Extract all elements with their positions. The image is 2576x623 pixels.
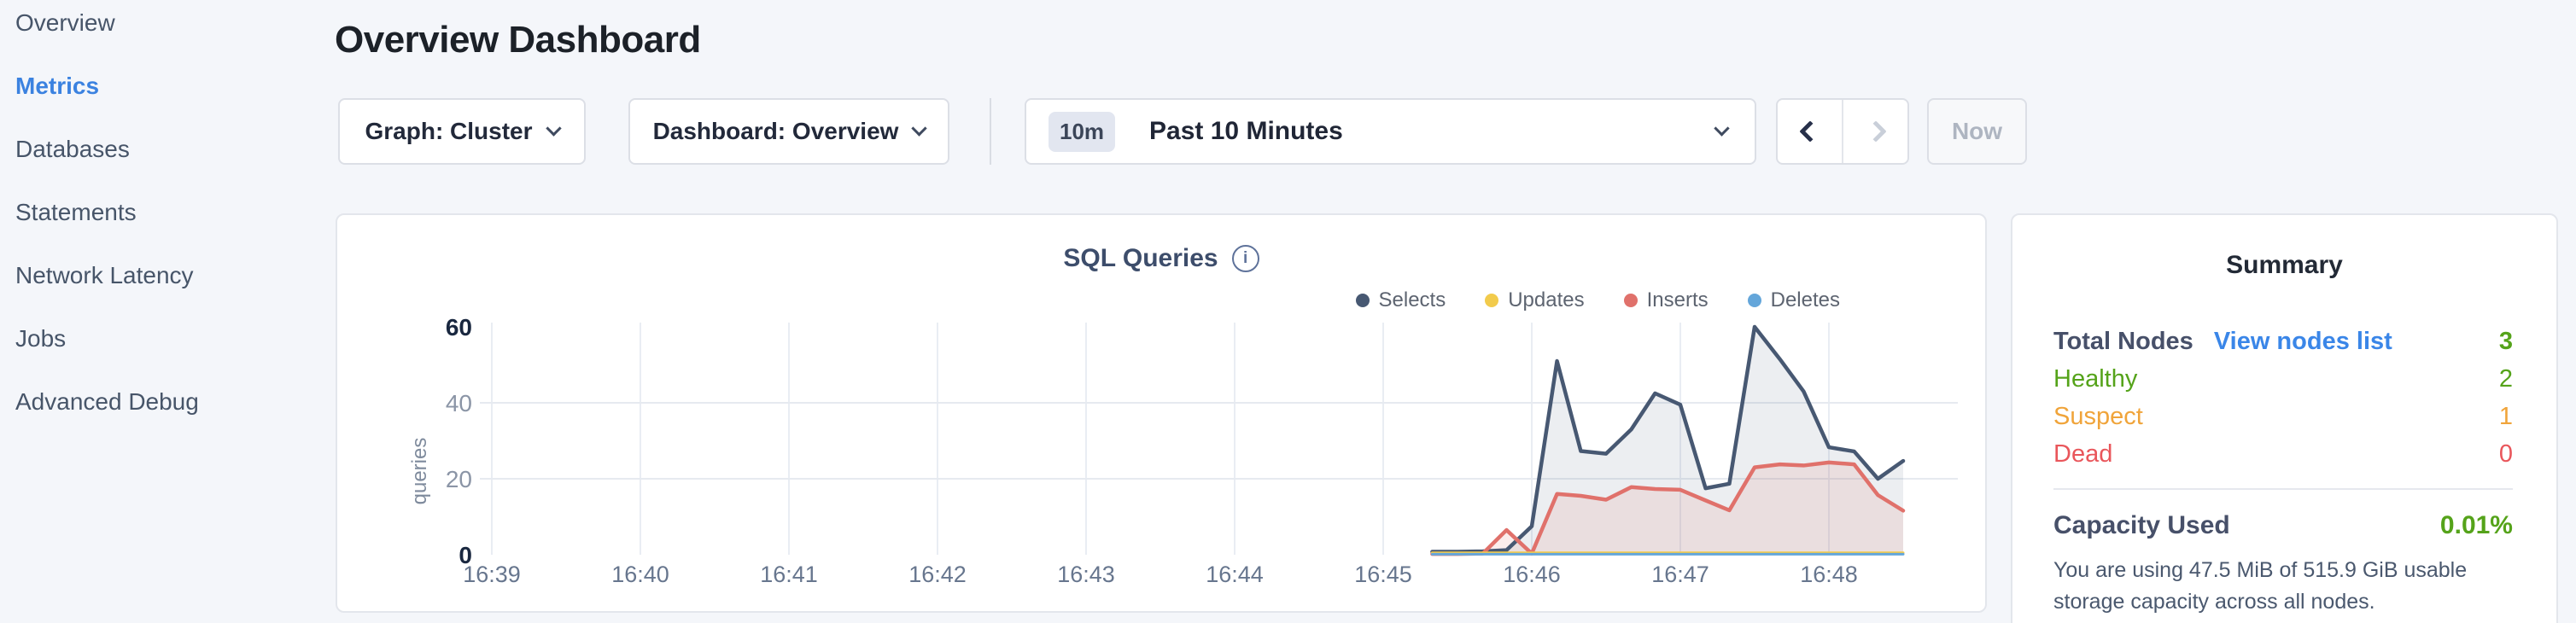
svg-text:16:47: 16:47 <box>1651 562 1709 587</box>
summary-row-healthy: Healthy 2 <box>2053 360 2513 398</box>
info-icon[interactable]: i <box>1231 245 1259 272</box>
prev-interval-button[interactable] <box>1778 100 1842 163</box>
legend-label: Inserts <box>1646 288 1709 312</box>
graph-scope-dropdown-label: Graph: Cluster <box>365 118 533 144</box>
svg-text:16:43: 16:43 <box>1057 562 1115 587</box>
svg-text:60: 60 <box>446 314 472 341</box>
dead-value: 0 <box>2498 440 2513 468</box>
legend-label: Updates <box>1508 288 1585 312</box>
dead-label: Dead <box>2053 440 2113 468</box>
view-nodes-list-link[interactable]: View nodes list <box>2213 327 2392 355</box>
time-range-dropdown[interactable]: 10m Past 10 Minutes <box>1025 98 1756 165</box>
svg-text:16:46: 16:46 <box>1503 562 1561 587</box>
legend-item-updates[interactable]: Updates <box>1485 288 1585 312</box>
chevron-down-icon <box>545 119 562 137</box>
healthy-value: 2 <box>2498 364 2513 393</box>
svg-text:16:40: 16:40 <box>611 562 669 587</box>
sidebar-item-network-latency[interactable]: Network Latency <box>15 262 194 288</box>
dashboard-dropdown[interactable]: Dashboard: Overview <box>628 98 949 165</box>
sidebar-item-databases[interactable]: Databases <box>15 136 130 162</box>
svg-text:20: 20 <box>446 466 472 492</box>
total-nodes-label: Total Nodes <box>2053 327 2193 355</box>
svg-text:16:42: 16:42 <box>908 562 967 587</box>
now-button[interactable]: Now <box>1927 98 2027 165</box>
updates-series-dot-icon <box>1485 294 1499 307</box>
summary-rows: Total Nodes View nodes list 3 Healthy 2 … <box>2053 323 2513 618</box>
legend-item-deletes[interactable]: Deletes <box>1747 288 1840 312</box>
page-title: Overview Dashboard <box>335 19 701 61</box>
chevron-down-icon <box>1714 119 1730 137</box>
sql-queries-chart-card: SQL Queries i Selects Updates Inserts De… <box>336 213 1987 613</box>
suspect-value: 1 <box>2498 402 2513 430</box>
legend-item-selects[interactable]: Selects <box>1355 288 1446 312</box>
svg-text:16:41: 16:41 <box>760 562 818 587</box>
graph-scope-dropdown[interactable]: Graph: Cluster <box>338 98 586 165</box>
chart-legend: Selects Updates Inserts Deletes <box>1355 288 1840 312</box>
capacity-used-label: Capacity Used <box>2053 511 2230 539</box>
capacity-used-value: 0.01% <box>2439 511 2513 539</box>
capacity-description: You are using 47.5 MiB of 515.9 GiB usab… <box>2053 558 2468 614</box>
legend-label: Deletes <box>1770 288 1840 312</box>
sidebar-item-metrics[interactable]: Metrics <box>15 73 100 99</box>
sql-queries-chart-svg[interactable]: 16:39 16:40 16:41 16:42 16:43 16:44 16:45 16:46… <box>337 215 1985 611</box>
chevron-left-icon <box>1798 120 1821 143</box>
summary-row-dead: Dead 0 <box>2053 435 2513 473</box>
time-range-label: Past 10 Minutes <box>1149 117 1343 145</box>
capacity-used-row: Capacity Used 0.01% <box>2053 507 2513 544</box>
dashboard-dropdown-label: Dashboard: Overview <box>652 118 899 144</box>
selects-series-dot-icon <box>1355 294 1370 307</box>
now-button-label: Now <box>1951 118 2003 144</box>
inserts-series-dot-icon <box>1623 294 1638 307</box>
svg-text:queries: queries <box>408 438 431 505</box>
svg-text:40: 40 <box>446 390 472 416</box>
sidebar-item-statements[interactable]: Statements <box>15 199 137 225</box>
svg-text:16:48: 16:48 <box>1800 562 1858 587</box>
summary-divider <box>2053 488 2513 490</box>
svg-text:16:45: 16:45 <box>1354 562 1412 587</box>
chart-title: SQL Queries <box>1063 244 1218 272</box>
toolbar-divider <box>990 98 991 165</box>
sidebar-item-jobs[interactable]: Jobs <box>15 325 67 352</box>
summary-row-total-nodes: Total Nodes View nodes list 3 <box>2053 323 2513 360</box>
svg-text:16:44: 16:44 <box>1206 562 1264 587</box>
time-interval-arrows <box>1776 98 1909 165</box>
chevron-down-icon <box>911 119 928 137</box>
chevron-right-icon <box>1864 120 1887 143</box>
legend-item-inserts[interactable]: Inserts <box>1623 288 1709 312</box>
sidebar-item-overview[interactable]: Overview <box>15 9 115 36</box>
deletes-series-dot-icon <box>1747 294 1761 307</box>
legend-label: Selects <box>1378 288 1446 312</box>
total-nodes-value: 3 <box>2498 327 2513 355</box>
summary-title: Summary <box>2226 251 2343 279</box>
summary-card: Summary Total Nodes View nodes list 3 He… <box>2011 213 2558 623</box>
svg-text:0: 0 <box>459 542 472 568</box>
svg-text:16:39: 16:39 <box>463 562 521 587</box>
chart-title-row: SQL Queries i <box>337 244 1985 273</box>
sidebar-item-advanced-debug[interactable]: Advanced Debug <box>15 388 199 415</box>
time-range-badge: 10m <box>1049 111 1116 152</box>
healthy-label: Healthy <box>2053 364 2138 393</box>
next-interval-button[interactable] <box>1842 100 1907 163</box>
sidebar: Overview Metrics Databases Statements Ne… <box>0 0 335 434</box>
suspect-label: Suspect <box>2053 402 2143 430</box>
summary-row-suspect: Suspect 1 <box>2053 398 2513 435</box>
